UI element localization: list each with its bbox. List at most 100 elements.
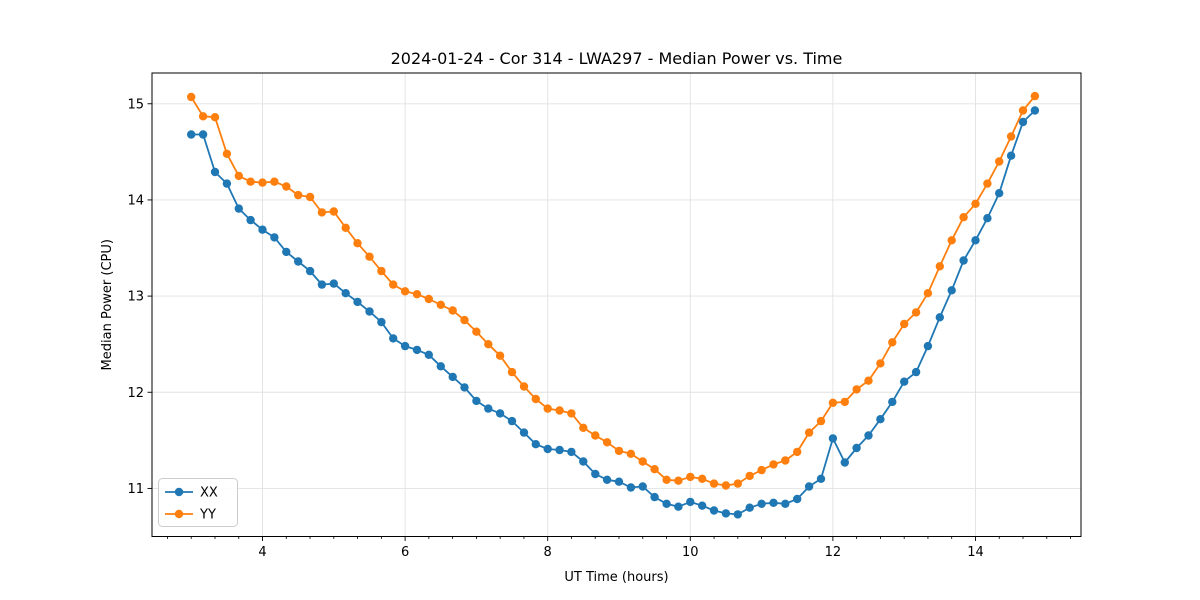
- series-YY-point: [602, 438, 612, 447]
- series-YY-point: [341, 223, 350, 232]
- series-XX-point: [959, 256, 968, 265]
- series-XX-point: [460, 383, 469, 392]
- series-YY-point: [222, 149, 232, 158]
- series-YY-point: [828, 398, 838, 407]
- x-tick-label: 12: [825, 545, 842, 560]
- series-XX-point: [662, 499, 671, 508]
- legend-marker-YY: [174, 509, 184, 519]
- series-YY-point: [555, 406, 564, 415]
- series-XX-point: [745, 503, 754, 512]
- series-XX-point: [246, 215, 255, 225]
- series-YY-point: [864, 376, 873, 385]
- series-YY-point: [531, 394, 540, 404]
- series-XX-point: [721, 509, 731, 518]
- series-YY-point: [270, 177, 279, 186]
- series-XX-point: [400, 341, 410, 351]
- series-XX-point: [911, 367, 921, 377]
- series-YY-point: [329, 207, 338, 216]
- series-XX-point: [531, 440, 540, 449]
- series-YY-point: [1018, 106, 1028, 115]
- series-YY-point: [686, 472, 695, 482]
- series-YY-point: [911, 308, 921, 317]
- series-XX-point: [971, 236, 980, 245]
- series-YY-point: [721, 481, 731, 490]
- series-XX-point: [282, 247, 291, 257]
- series-XX-point: [793, 494, 802, 504]
- series-YY-point: [448, 306, 457, 315]
- series-YY-point: [626, 449, 636, 458]
- series-XX-point: [436, 362, 445, 371]
- series-XX-point: [923, 341, 933, 351]
- series-XX-point: [900, 377, 909, 386]
- series-YY-point: [733, 479, 742, 488]
- series-YY-point: [757, 465, 766, 475]
- series-XX-point: [567, 447, 576, 457]
- series-XX-point: [1018, 117, 1028, 127]
- legend-label-YY: YY: [199, 508, 216, 523]
- series-YY-point: [234, 171, 243, 181]
- series-XX-point: [638, 482, 647, 491]
- series-XX-point: [816, 474, 826, 483]
- series-XX-point: [709, 506, 719, 515]
- series-XX-point: [329, 279, 338, 288]
- series-YY-point: [519, 382, 529, 391]
- series-XX-point: [543, 444, 552, 454]
- series-YY-point: [781, 456, 790, 465]
- series-YY-point: [923, 289, 933, 298]
- series-XX-point: [602, 475, 612, 484]
- y-tick-label: 15: [127, 97, 144, 112]
- series-XX-point: [424, 350, 433, 359]
- series-YY-point: [412, 290, 422, 299]
- series-YY-point: [198, 112, 208, 121]
- x-tick-label: 8: [544, 545, 552, 560]
- series-XX-point: [353, 297, 362, 307]
- series-XX-point: [294, 257, 303, 266]
- legend-marker-XX: [174, 487, 184, 497]
- series-XX-point: [507, 416, 517, 426]
- series-XX-point: [1006, 151, 1016, 160]
- series-YY-point: [614, 446, 624, 456]
- axes-layer: 4 6 8 10 12 14 11 12 13 14 15: [127, 72, 1082, 560]
- series-YY-point: [947, 236, 956, 245]
- series-YY-point: [424, 294, 433, 304]
- series-YY-point: [745, 471, 754, 481]
- series-YY-point: [495, 351, 505, 360]
- series-XX-point: [983, 214, 992, 223]
- series-XX-point: [495, 409, 505, 418]
- series-YY-point: [971, 199, 980, 208]
- series-XX-point: [864, 431, 873, 440]
- series-YY-point: [187, 92, 196, 102]
- series-YY-point: [638, 457, 647, 466]
- series-YY-point: [650, 465, 659, 474]
- series-YY-point: [876, 359, 885, 368]
- series-XX-line: [191, 109, 1036, 516]
- series-layer: [187, 91, 1040, 519]
- series-YY-point: [460, 315, 469, 325]
- series-YY-point: [317, 208, 327, 217]
- series-YY-point: [543, 404, 552, 413]
- x-tick-label: 6: [401, 545, 409, 560]
- series-YY-point: [674, 476, 683, 485]
- series-YY-point: [591, 431, 600, 440]
- series-XX-point: [198, 130, 208, 139]
- series-XX-point: [614, 477, 624, 486]
- series-YY-point: [804, 428, 814, 437]
- series-XX-point: [804, 482, 814, 491]
- series-YY-point: [436, 300, 445, 309]
- series-XX-point: [222, 179, 232, 188]
- series-XX-point: [698, 501, 707, 510]
- series-YY-point: [698, 474, 707, 483]
- series-YY-point: [472, 327, 481, 336]
- series-XX-point: [377, 317, 386, 327]
- series-XX-point: [270, 233, 279, 242]
- series-XX-point: [389, 334, 398, 343]
- series-XX-point: [828, 434, 838, 443]
- series-YY-point: [210, 113, 220, 122]
- y-tick-label: 13: [127, 290, 144, 305]
- series-XX-point: [876, 415, 885, 424]
- series-YY-point: [793, 447, 802, 457]
- series-YY-point: [852, 385, 861, 394]
- series-YY-point: [1006, 132, 1016, 141]
- series-XX-point: [412, 345, 422, 355]
